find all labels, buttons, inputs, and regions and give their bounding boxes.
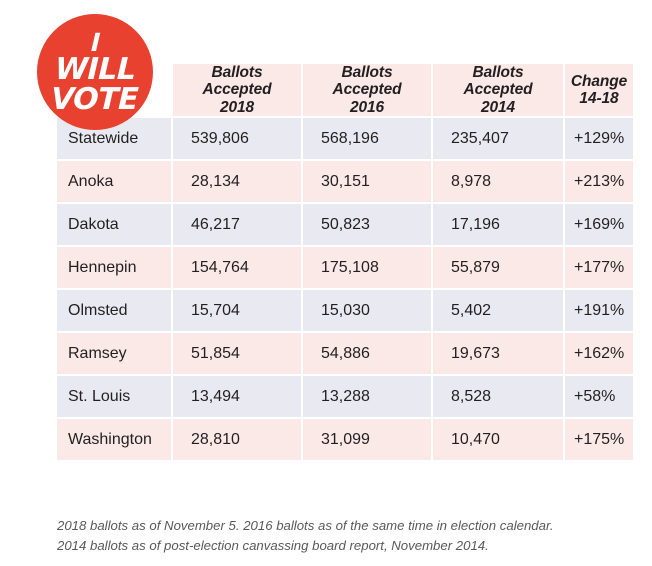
cell-ballots-2018: 13,494: [173, 376, 301, 418]
cell-county: Anoka: [57, 161, 171, 203]
cell-change: +58%: [565, 376, 633, 418]
header-line: Ballots: [472, 64, 524, 81]
ballots-table-container: Ballots Accepted 2018 Ballots Accepted 2…: [55, 62, 635, 463]
cell-ballots-2018: 15,704: [173, 290, 301, 332]
cell-ballots-2014: 235,407: [433, 118, 563, 160]
table-header-row: Ballots Accepted 2018 Ballots Accepted 2…: [57, 64, 633, 117]
cell-county: Olmsted: [57, 290, 171, 332]
table-row: Washington 28,810 31,099 10,470 +175%: [57, 419, 633, 461]
header-line: 2016: [349, 98, 385, 116]
table-row: Olmsted 15,704 15,030 5,402 +191%: [57, 290, 633, 332]
table-row: Dakota 46,217 50,823 17,196 +169%: [57, 204, 633, 246]
cell-change: +177%: [565, 247, 633, 289]
header-cell-change-14-18: Change 14-18: [565, 64, 633, 117]
cell-ballots-2018: 46,217: [173, 204, 301, 246]
cell-ballots-2014: 8,978: [433, 161, 563, 203]
header-line: 2014: [480, 98, 516, 116]
header-line: 14-18: [579, 90, 619, 108]
cell-ballots-2016: 54,886: [303, 333, 431, 375]
header-line: Ballots: [341, 64, 393, 81]
cell-county: Washington: [57, 419, 171, 461]
table-body: Statewide 539,806 568,196 235,407 +129% Anoka…: [57, 118, 633, 461]
cell-ballots-2016: 30,151: [303, 161, 431, 203]
cell-ballots-2014: 19,673: [433, 333, 563, 375]
cell-county: Ramsey: [57, 333, 171, 375]
cell-ballots-2014: 55,879: [433, 247, 563, 289]
cell-ballots-2014: 17,196: [433, 204, 563, 246]
cell-change: +191%: [565, 290, 633, 332]
cell-change: +175%: [565, 419, 633, 461]
cell-county: St. Louis: [57, 376, 171, 418]
header-line: Accepted: [332, 81, 402, 99]
cell-ballots-2016: 31,099: [303, 419, 431, 461]
cell-ballots-2016: 175,108: [303, 247, 431, 289]
badge-line-3: VOTE: [50, 82, 140, 117]
header-line: Accepted: [463, 81, 533, 99]
cell-county: Hennepin: [57, 247, 171, 289]
ballots-accepted-table: Ballots Accepted 2018 Ballots Accepted 2…: [55, 62, 635, 463]
cell-county: Dakota: [57, 204, 171, 246]
cell-change: +213%: [565, 161, 633, 203]
cell-change: +129%: [565, 118, 633, 160]
header-line: 2018: [219, 98, 255, 116]
cell-ballots-2018: 28,134: [173, 161, 301, 203]
header-cell-ballots-accepted-2016: Ballots Accepted 2016: [303, 64, 431, 117]
cell-change: +169%: [565, 204, 633, 246]
cell-ballots-2016: 15,030: [303, 290, 431, 332]
cell-ballots-2016: 13,288: [303, 376, 431, 418]
cell-ballots-2016: 568,196: [303, 118, 431, 160]
cell-change: +162%: [565, 333, 633, 375]
cell-ballots-2014: 8,528: [433, 376, 563, 418]
header-cell-ballots-accepted-2018: Ballots Accepted 2018: [173, 64, 301, 117]
badge-line-2: WILL: [54, 52, 136, 88]
header-line: Accepted: [202, 81, 272, 99]
footnote-line-1: 2018 ballots as of November 5. 2016 ball…: [57, 518, 554, 533]
header-line: Ballots: [211, 64, 263, 81]
cell-ballots-2018: 28,810: [173, 419, 301, 461]
table-row: Statewide 539,806 568,196 235,407 +129%: [57, 118, 633, 160]
cell-ballots-2018: 154,764: [173, 247, 301, 289]
header-cell-ballots-accepted-2014: Ballots Accepted 2014: [433, 64, 563, 117]
i-will-vote-badge: I WILL VOTE: [37, 14, 153, 130]
table-row: Ramsey 51,854 54,886 19,673 +162%: [57, 333, 633, 375]
cell-ballots-2014: 5,402: [433, 290, 563, 332]
table-row: Hennepin 154,764 175,108 55,879 +177%: [57, 247, 633, 289]
cell-ballots-2016: 50,823: [303, 204, 431, 246]
table-header: Ballots Accepted 2018 Ballots Accepted 2…: [57, 64, 633, 117]
cell-ballots-2014: 10,470: [433, 419, 563, 461]
cell-ballots-2018: 539,806: [173, 118, 301, 160]
footnote: 2018 ballots as of November 5. 2016 ball…: [57, 516, 617, 557]
header-line: Change: [570, 72, 628, 90]
footnote-line-2: 2014 ballots as of post-election canvass…: [57, 538, 489, 554]
table-row: Anoka 28,134 30,151 8,978 +213%: [57, 161, 633, 203]
cell-ballots-2018: 51,854: [173, 333, 301, 375]
table-row: St. Louis 13,494 13,288 8,528 +58%: [57, 376, 633, 418]
